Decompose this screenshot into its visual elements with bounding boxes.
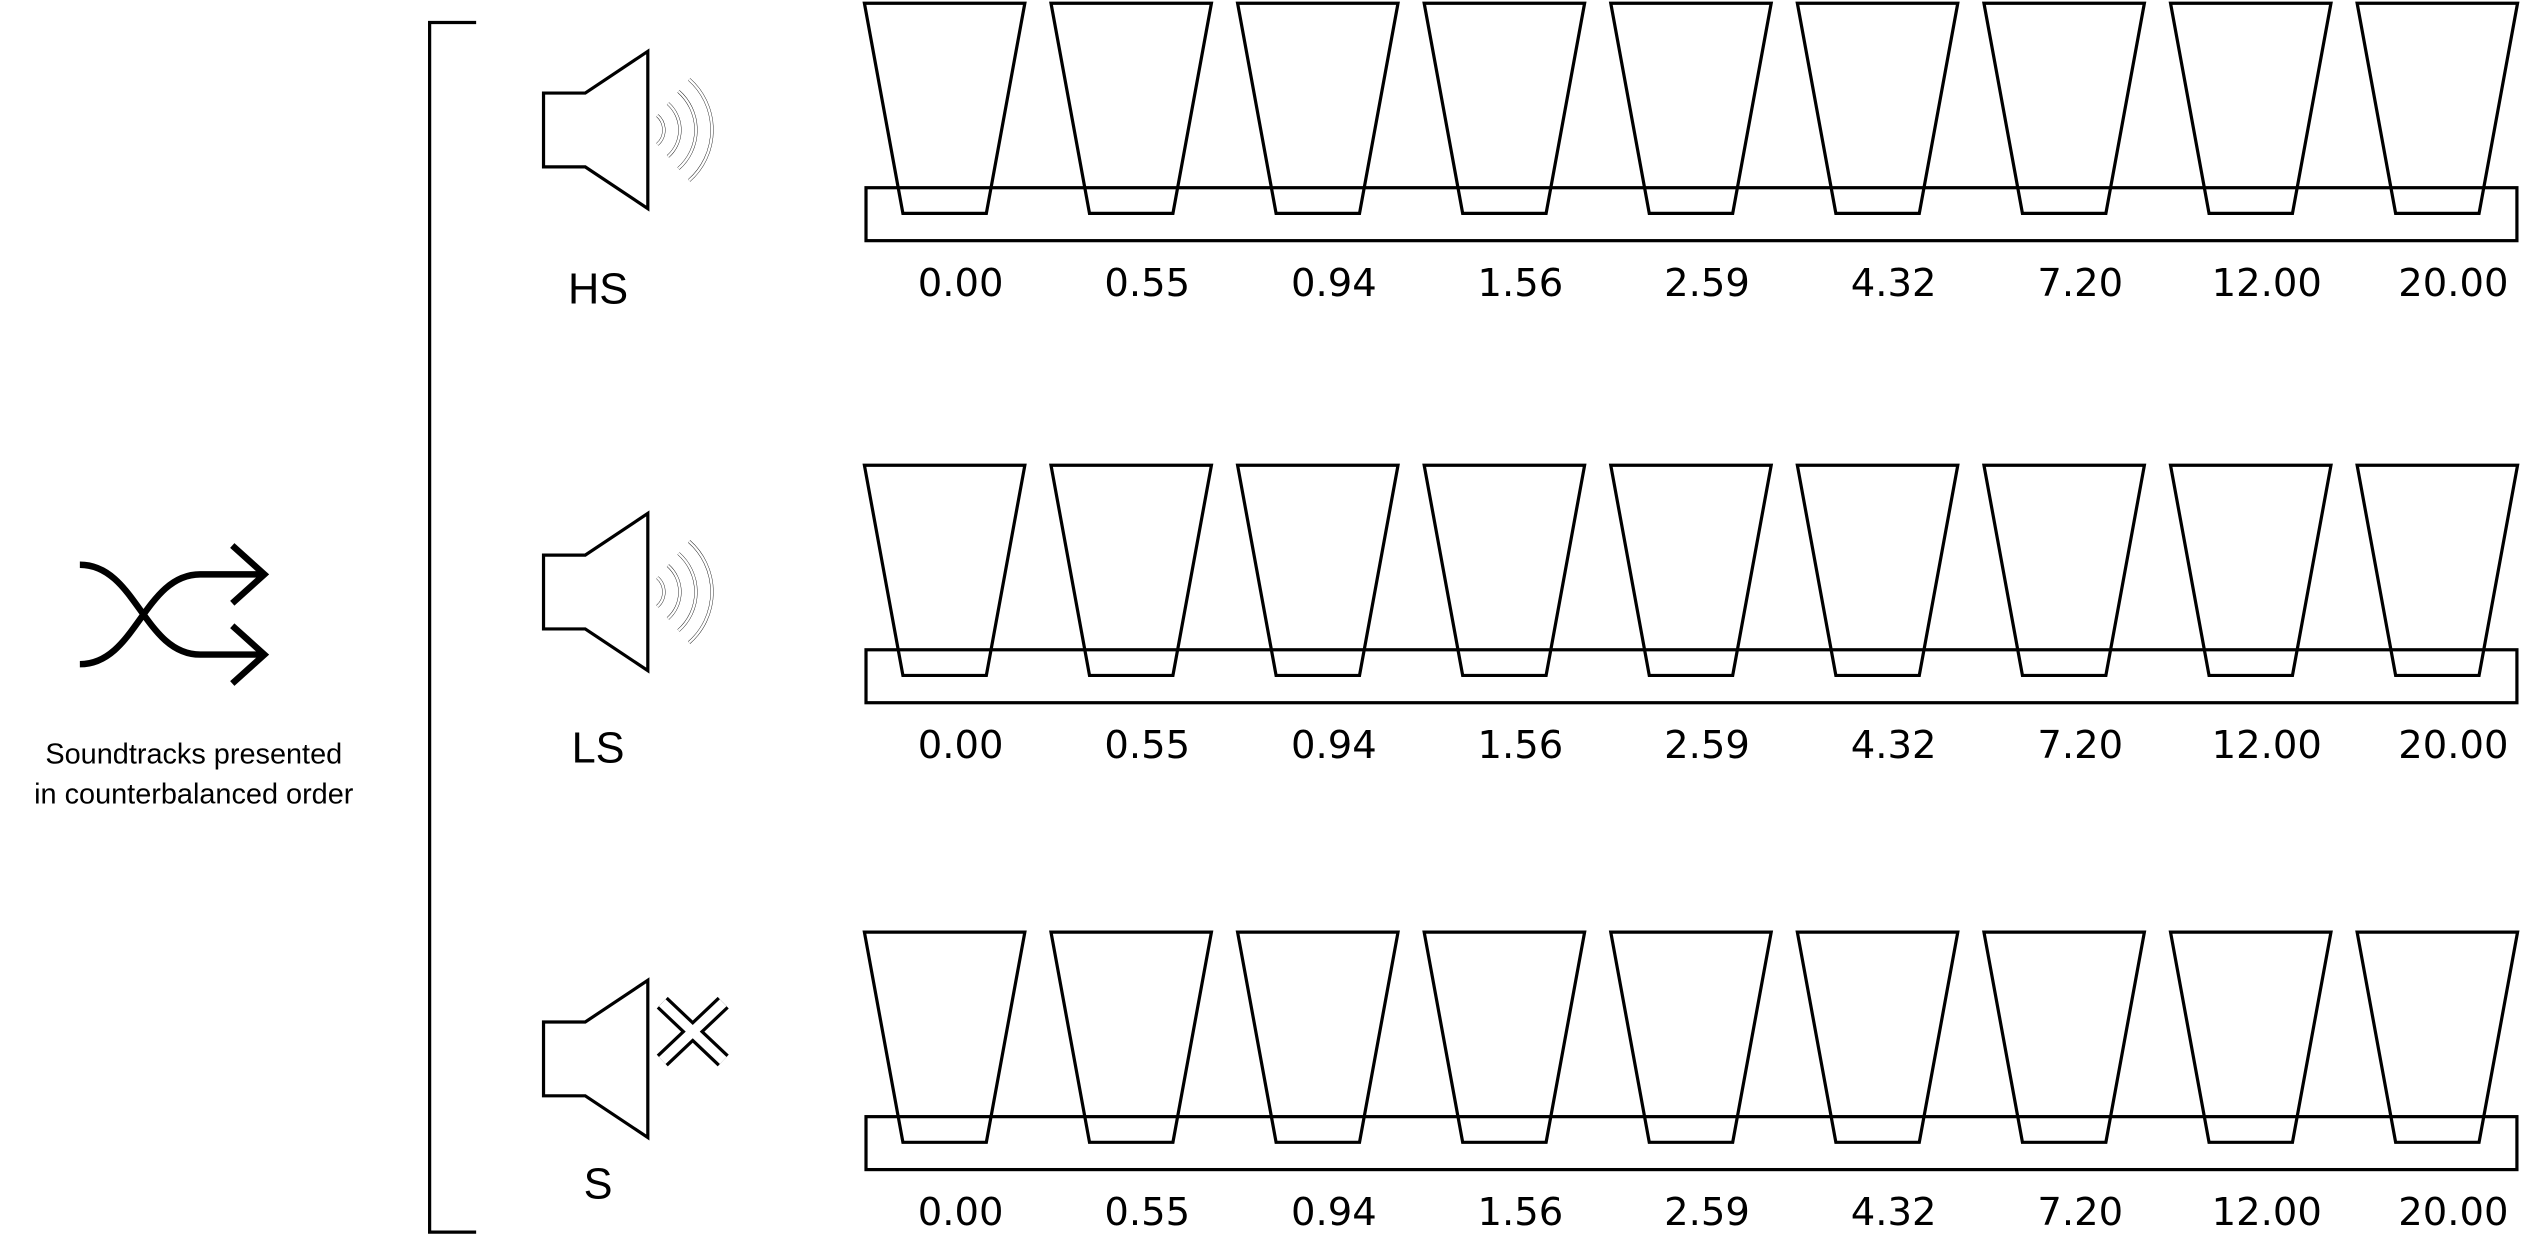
cup	[1235, 1, 1400, 215]
cup	[2355, 930, 2520, 1144]
speaker-icon	[541, 977, 650, 1141]
cup	[1049, 930, 1214, 1144]
cup	[1982, 463, 2147, 678]
cup	[1608, 463, 1774, 678]
tray	[864, 186, 2519, 243]
cup-label: 0.00	[918, 723, 1004, 768]
sound-wave	[688, 78, 714, 182]
row-label: LS	[572, 724, 625, 772]
bracket	[428, 20, 477, 1234]
cup-label: 2.59	[1664, 723, 1750, 768]
cup-label: 7.20	[2037, 261, 2123, 306]
cup	[1049, 463, 1214, 678]
cup-label: 4.32	[1851, 1190, 1937, 1235]
cup-label: 0.94	[1291, 1190, 1377, 1235]
cup-label: 12.00	[2212, 261, 2322, 306]
cup	[1422, 463, 1587, 678]
cup-label: 20.00	[2398, 261, 2508, 306]
cup	[1422, 930, 1587, 1144]
sound-wave	[667, 102, 682, 158]
shuffle-icon	[79, 543, 270, 686]
cup-label: 0.00	[918, 1190, 1004, 1235]
cup-label: 0.55	[1104, 723, 1190, 768]
cup-label: 0.94	[1291, 261, 1377, 306]
cup	[1982, 1, 2147, 215]
row: HS 0.00 0.55 0.94 1.56 2.59 4.32 7.20 12.00 20.00	[541, 1, 2520, 313]
tray	[864, 648, 2519, 705]
cup-label: 4.32	[1851, 261, 1937, 306]
cup-label: 7.20	[2037, 723, 2123, 768]
cup-label: 0.55	[1104, 1190, 1190, 1235]
cup	[2168, 930, 2333, 1144]
row-label: S	[584, 1161, 613, 1209]
cup	[2355, 1, 2520, 215]
cup	[1795, 930, 1960, 1144]
cup-label: 0.94	[1291, 723, 1377, 768]
cup-label: 7.20	[2037, 1190, 2123, 1235]
cup	[2355, 463, 2520, 678]
sound-wave	[677, 90, 698, 170]
cup-label: 4.32	[1851, 723, 1937, 768]
cup	[862, 930, 1027, 1144]
cup-label: 1.56	[1478, 1190, 1564, 1235]
cup	[2168, 1, 2333, 215]
cup	[1795, 463, 1960, 678]
sound-wave	[656, 576, 665, 608]
caption-line: in counterbalanced order	[34, 778, 354, 810]
cup-label: 12.00	[2212, 1190, 2322, 1235]
cup	[1982, 930, 2147, 1144]
row-label: HS	[568, 265, 628, 313]
cup	[1235, 930, 1400, 1144]
cup	[2168, 463, 2333, 678]
row: LS 0.00 0.55 0.94 1.56 2.59 4.32 7.20 12.00 20.00	[541, 463, 2520, 772]
cup	[1049, 1, 1214, 215]
cup-label: 12.00	[2212, 723, 2322, 768]
cup-label: 0.00	[918, 261, 1004, 306]
cup	[1235, 463, 1400, 678]
row: S 0.00 0.55 0.94 1.56 2.59 4.32 7.20 12.00 20.00	[541, 930, 2520, 1235]
cup-label: 0.55	[1104, 261, 1190, 306]
sound-wave	[688, 540, 714, 644]
sound-wave	[667, 564, 682, 620]
cup	[1608, 930, 1774, 1144]
rows: HS 0.00 0.55 0.94 1.56 2.59 4.32 7.20 12.00 20.00…	[541, 1, 2520, 1235]
cup	[1422, 1, 1587, 215]
cup-label: 1.56	[1478, 261, 1564, 306]
cup	[862, 463, 1027, 678]
cup-label: 2.59	[1664, 1190, 1750, 1235]
cup	[862, 1, 1027, 215]
cup	[1795, 1, 1960, 215]
mute-mark	[658, 999, 727, 1064]
cup-label: 1.56	[1478, 723, 1564, 768]
cup-label: 2.59	[1664, 261, 1750, 306]
speaker-icon	[541, 48, 650, 212]
cup	[1608, 1, 1774, 215]
speaker-icon	[541, 510, 650, 674]
cup-label: 20.00	[2398, 723, 2508, 768]
tray	[864, 1115, 2519, 1172]
sound-wave	[677, 552, 698, 632]
caption-line: Soundtracks presented	[45, 738, 342, 770]
cup-label: 20.00	[2398, 1190, 2508, 1235]
sound-wave	[656, 114, 665, 146]
